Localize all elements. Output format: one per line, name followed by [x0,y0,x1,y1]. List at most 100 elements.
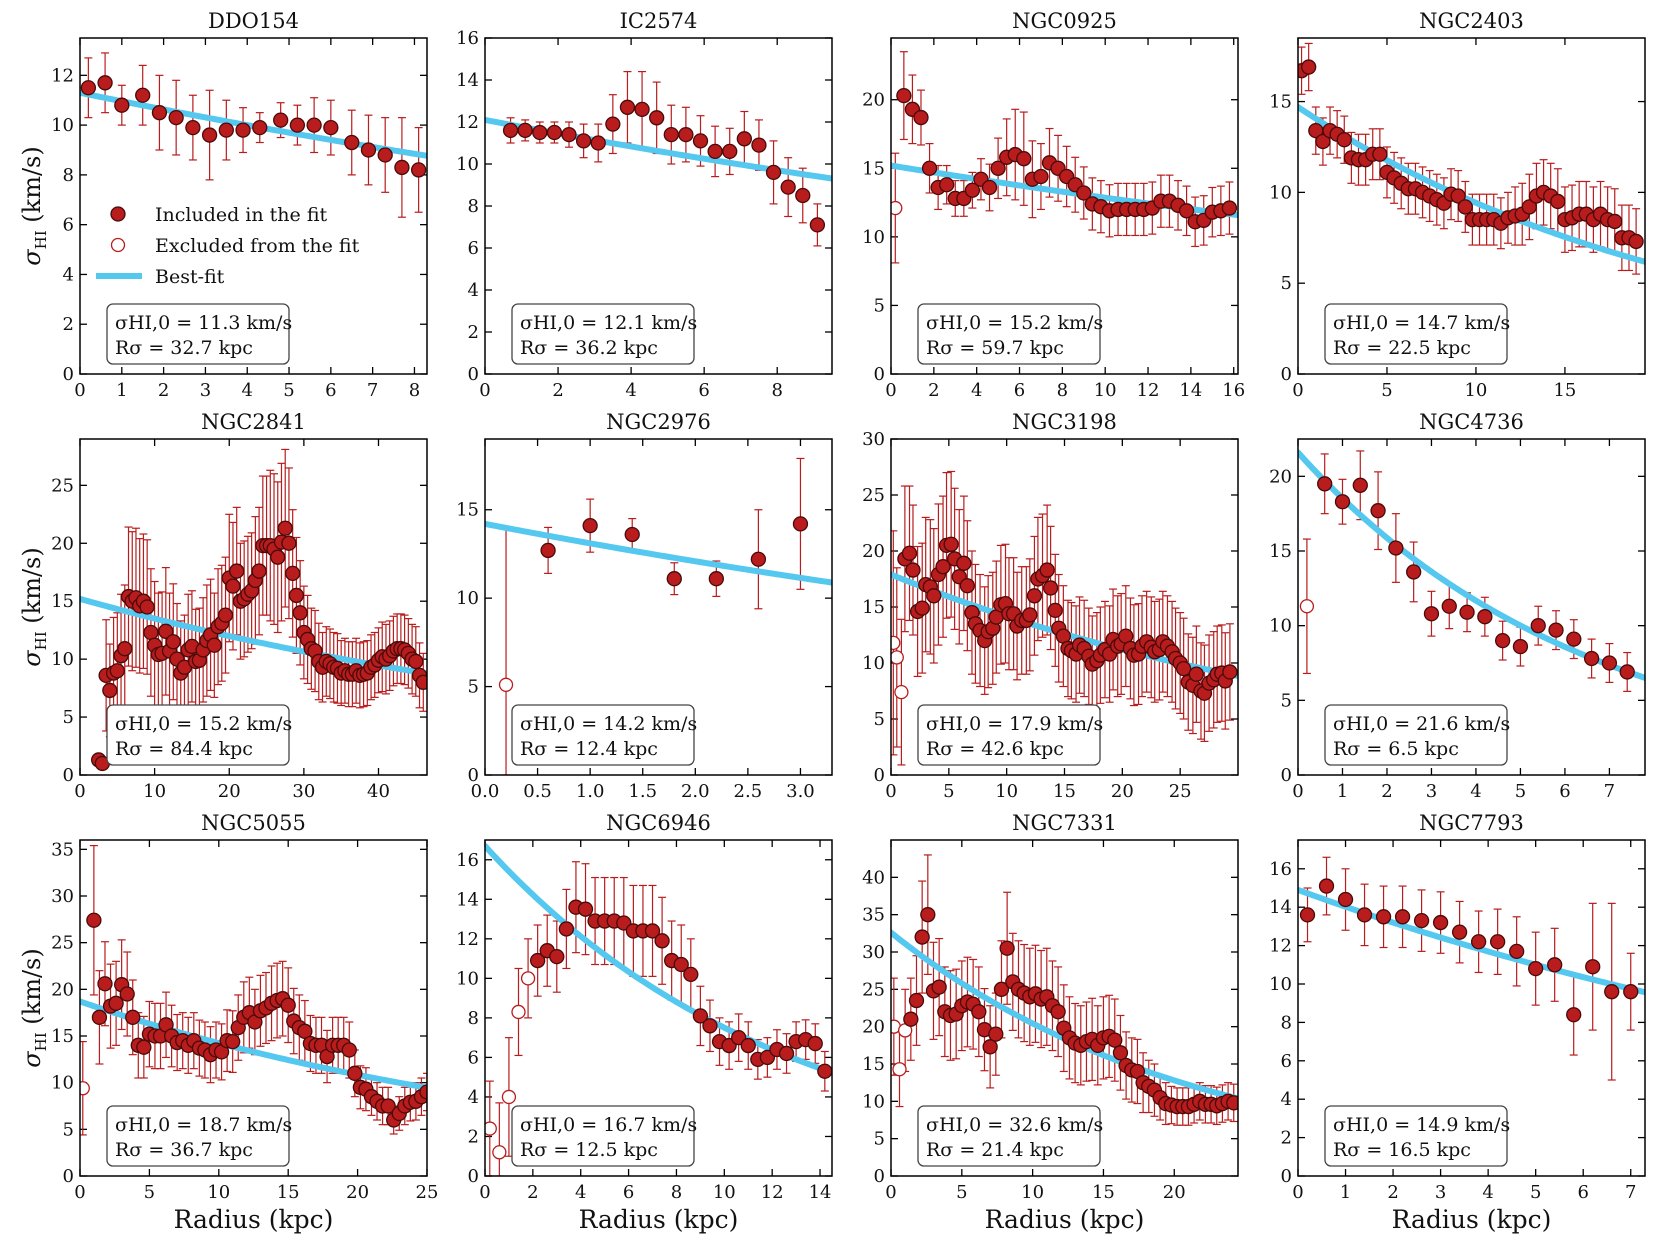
plot-area [1298,42,1645,275]
included-point [740,1037,756,1054]
included-point [795,187,811,204]
included-point [347,1065,363,1081]
x-tick-label: 0 [74,781,85,802]
fit-parameters-box: σHI,0 = 17.9 km/s Rσ = 42.6 kpc [917,704,1103,766]
y-tick-label: 0 [468,364,479,385]
included-point [1334,494,1351,510]
included-point [1619,664,1635,680]
rsigma-value: Rσ = 12.4 kpc [520,738,658,760]
included-point [415,674,427,690]
included-point [999,940,1015,956]
y-axis-label: σHI (km/s) [18,547,50,666]
included-point [341,1042,357,1058]
plot-area [891,470,1238,766]
x-tick-label: 3.0 [786,781,815,802]
included-point [168,109,184,126]
rsigma-value: Rσ = 16.5 kpc [1333,1139,1471,1161]
sigma0-value: σHI,0 = 15.2 km/s [926,312,1103,334]
panel-frame [1297,839,1646,1177]
x-tick-label: 4 [242,380,253,401]
y-tick-label: 16 [1269,859,1292,880]
plot-area [485,842,832,1176]
rsigma-value: Rσ = 22.5 kpc [1333,337,1471,359]
fit-parameters-box: σHI,0 = 14.9 km/s Rσ = 16.5 kpc [1324,1105,1510,1167]
included-point [235,122,251,138]
x-tick-label: 20 [218,781,241,802]
included-point [1459,604,1475,620]
included-point [956,555,972,571]
x-tick-label: 8 [409,380,420,401]
y-tick-label: 25 [862,979,885,1000]
included-point [678,126,694,143]
included-point [708,571,724,587]
included-point [663,126,679,143]
y-tick-label: 0 [874,1166,885,1187]
included-point [1388,540,1404,556]
excluded-point [891,200,903,216]
fit-parameters-box: σHI,0 = 12.1 km/s Rσ = 36.2 kpc [511,303,697,365]
included-point [408,653,424,670]
y-tick-label: 25 [51,933,74,954]
panel-ngc6946: NGC6946 0 2 4 6 8 10 12 14 0 2 4 6 8 10 12 14 16 σHI,0 = 1… [456,811,833,1203]
included-point [649,110,665,126]
y-tick-label: 12 [51,65,74,86]
y-tick-label: 30 [51,886,74,907]
included-point [1352,477,1368,493]
y-tick-label: 16 [456,28,479,49]
included-point [1547,957,1563,973]
excluded-point [892,1062,907,1077]
panel-frame [1297,37,1646,375]
x-tick-label: 10 [1021,1182,1044,1203]
included-point [165,634,181,650]
excluded-point [511,1004,526,1020]
x-axis-labels: Radius (kpc) Radius (kpc) Radius (kpc) Radi… [174,1205,1552,1234]
included-point [780,179,796,195]
sigma0-value: σHI,0 = 18.7 km/s [115,1114,292,1136]
y-tick-label: 5 [874,709,885,730]
x-tick-label: 4 [1470,781,1481,802]
included-point [673,956,689,973]
y-tick-label: 0 [1281,364,1292,385]
axis-ticks: 0 5 10 15 20 25 0 5 10 15 20 25 30 [862,429,1238,802]
x-tick-label: 10 [1094,380,1117,401]
included-point [1315,133,1331,150]
included-point [1226,1095,1238,1111]
included-point [943,536,959,552]
x-axis-label: Radius (kpc) [985,1205,1145,1234]
included-point [251,563,267,579]
included-point [914,929,930,945]
excluded-point [891,650,904,665]
y-tick-label: 2 [63,314,74,335]
included-point [549,948,565,965]
y-tick-label: 15 [862,1054,885,1075]
y-tick-label: 10 [51,649,74,670]
included-point [1494,632,1511,649]
y-tick-label: 10 [862,653,885,674]
included-point [993,981,1010,997]
y-tick-label: 5 [63,1119,74,1140]
included-point [1477,609,1493,625]
included-point [410,162,427,178]
included-point [377,147,393,163]
x-tick-label: 0.0 [471,781,500,802]
included-point [817,1063,832,1079]
included-point [1489,934,1506,950]
fit-parameters-box: σHI,0 = 14.7 km/s Rσ = 22.5 kpc [1324,303,1510,365]
included-point [280,997,296,1013]
x-tick-label: 6 [1014,380,1025,401]
x-tick-label: 0.5 [523,781,552,802]
x-tick-label: 25 [416,1182,439,1203]
included-point [323,119,339,136]
included-point [575,133,592,149]
included-point [1628,233,1644,250]
plot-area [485,70,832,247]
x-tick-label: 10 [1464,380,1487,401]
x-tick-label: 14 [1179,380,1202,401]
included-point [988,1026,1004,1042]
y-tick-label: 5 [468,677,479,698]
y-tick-label: 10 [1269,182,1292,203]
included-point [217,607,234,623]
x-tick-label: 2.5 [734,781,763,802]
y-axis-label: σHI (km/s) [18,948,50,1067]
